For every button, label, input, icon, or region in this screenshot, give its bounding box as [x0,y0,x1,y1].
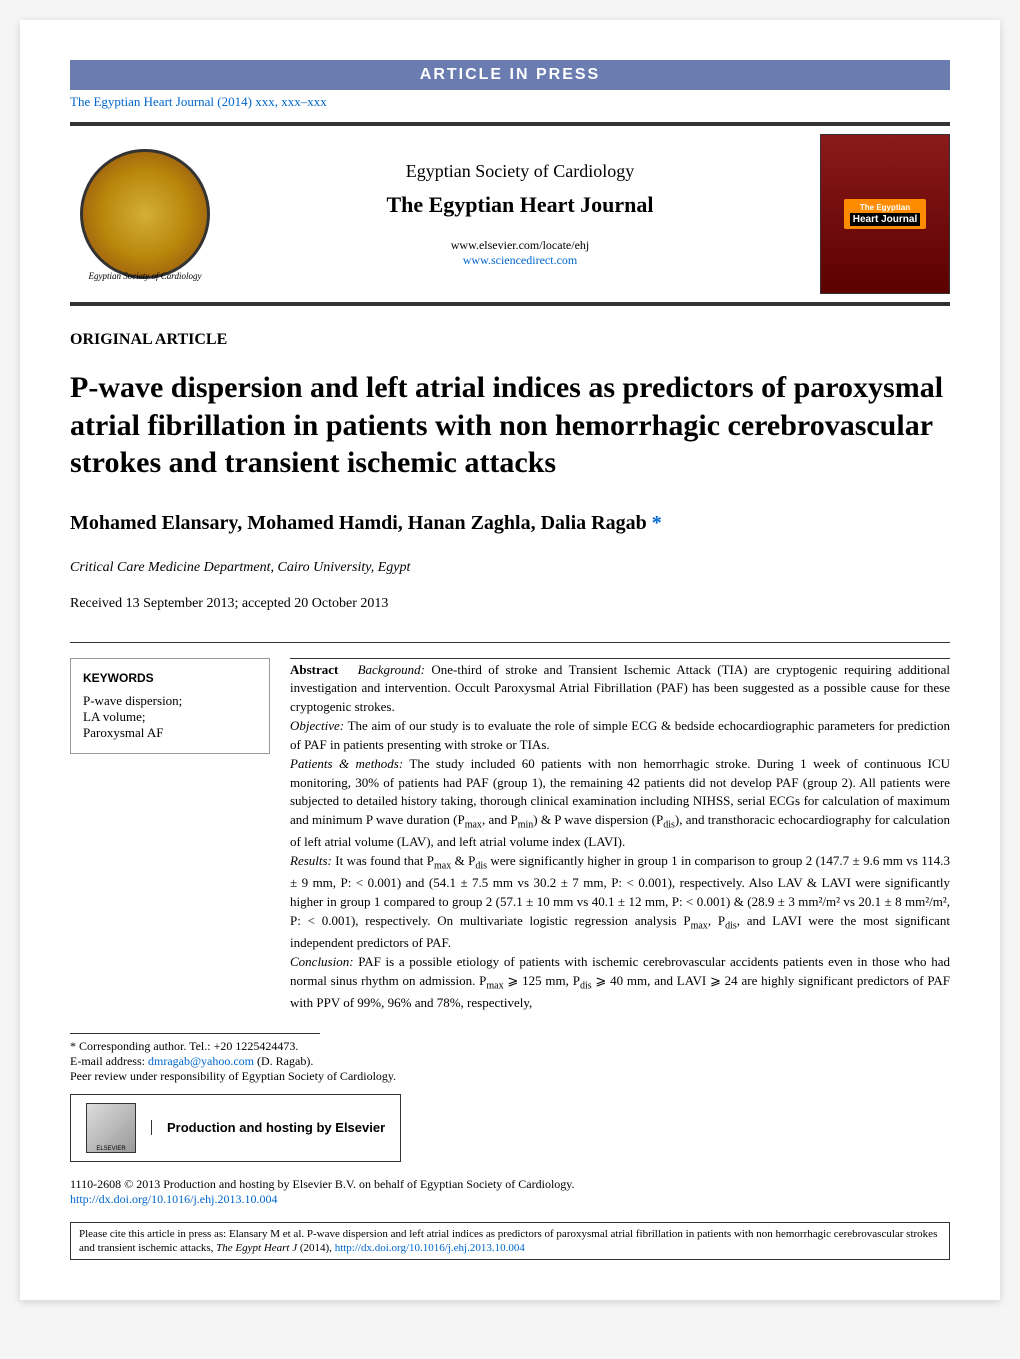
elsevier-hosting-box: ELSEVIER Production and hosting by Elsev… [70,1094,401,1162]
journal-header: Egyptian Society of Cardiology Egyptian … [70,122,950,306]
footer-divider [70,1033,320,1034]
cover-badge-line2: Heart Journal [850,213,920,226]
sub-max-4: max [486,980,503,991]
article-type-label: ORIGINAL ARTICLE [70,331,950,349]
authors-list: Mohamed Elansary, Mohamed Hamdi, Hanan Z… [70,512,950,535]
email-link[interactable]: dmragab@yahoo.com [148,1054,254,1068]
background-label: Background: [358,662,425,677]
sub-max-3: max [691,921,708,932]
logo-circle-icon: Egyptian Society of Cardiology [80,149,210,279]
cite-doi-link[interactable]: http://dx.doi.org/10.1016/j.ehj.2013.10.… [335,1242,525,1254]
header-center: Egyptian Society of Cardiology The Egypt… [220,161,820,268]
results-label: Results: [290,853,332,868]
keywords-box: KEYWORDS P-wave dispersion; LA volume; P… [70,658,270,754]
sub-dis-3: dis [725,921,737,932]
page-container: ARTICLE IN PRESS The Egyptian Heart Jour… [20,20,1000,1300]
conclusion-text-2: ⩾ 125 mm, P [504,973,580,988]
methods-text-2: , and P [482,812,518,827]
elsevier-hosting-text: Production and hosting by Elsevier [151,1120,385,1135]
top-citation-link[interactable]: The Egyptian Heart Journal (2014) xxx, x… [70,90,950,114]
society-logo: Egyptian Society of Cardiology [70,139,220,289]
conclusion-label: Conclusion: [290,954,354,969]
keywords-heading: KEYWORDS [83,671,257,685]
methods-text-3: ) & P wave dispersion (P [533,812,663,827]
copyright-block: 1110-2608 © 2013 Production and hosting … [70,1177,950,1207]
article-title: P-wave dispersion and left atrial indice… [70,369,950,482]
abstract-section: KEYWORDS P-wave dispersion; LA volume; P… [70,642,950,1013]
peer-review-note: Peer review under responsibility of Egyp… [70,1069,950,1084]
author-names: Mohamed Elansary, Mohamed Hamdi, Hanan Z… [70,512,647,534]
doi-link[interactable]: http://dx.doi.org/10.1016/j.ehj.2013.10.… [70,1192,277,1206]
sub-dis-1: dis [663,820,675,831]
email-label: E-mail address: [70,1054,148,1068]
elsevier-url: www.elsevier.com/locate/ehj [451,238,590,252]
corresponding-author: * Corresponding author. Tel.: +20 122542… [70,1039,950,1069]
email-suffix: (D. Ragab). [254,1054,313,1068]
cover-badge: The Egyptian Heart Journal [844,199,926,229]
keywords-list: P-wave dispersion; LA volume; Paroxysmal… [83,693,257,741]
citation-box: Please cite this article in press as: El… [70,1222,950,1261]
journal-cover-thumbnail: The Egyptian Heart Journal [820,134,950,294]
corresponding-line: * Corresponding author. Tel.: +20 122542… [70,1039,950,1054]
sub-min-1: min [518,820,534,831]
results-text-4: , P [708,913,725,928]
objective-label: Objective: [290,718,344,733]
methods-label: Patients & methods: [290,756,403,771]
submission-dates: Received 13 September 2013; accepted 20 … [70,596,950,612]
sub-max-1: max [465,820,482,831]
results-text-1: It was found that P [332,853,434,868]
sub-max-2: max [434,861,451,872]
abstract-text: Abstract Background: One-third of stroke… [290,658,950,1013]
journal-urls: www.elsevier.com/locate/ehj www.scienced… [220,238,820,268]
sub-dis-2: dis [475,861,487,872]
article-in-press-banner: ARTICLE IN PRESS [70,60,950,90]
sub-dis-4: dis [580,980,592,991]
results-text-2: & P [451,853,475,868]
objective-text: The aim of our study is to evaluate the … [290,718,950,752]
logo-caption: Egyptian Society of Cardiology [83,271,207,281]
affiliation: Critical Care Medicine Department, Cairo… [70,560,950,576]
sciencedirect-link[interactable]: www.sciencedirect.com [463,253,578,267]
cite-text-2: (2014), [297,1242,335,1254]
cite-journal: The Egypt Heart J [216,1242,297,1254]
cover-badge-line1: The Egyptian [860,203,910,212]
society-name: Egyptian Society of Cardiology [220,161,820,182]
copyright-text: 1110-2608 © 2013 Production and hosting … [70,1177,950,1192]
corresponding-asterisk: * [652,512,662,534]
journal-name: The Egyptian Heart Journal [220,192,820,218]
abstract-label: Abstract [290,662,338,677]
elsevier-logo-icon: ELSEVIER [86,1103,136,1153]
